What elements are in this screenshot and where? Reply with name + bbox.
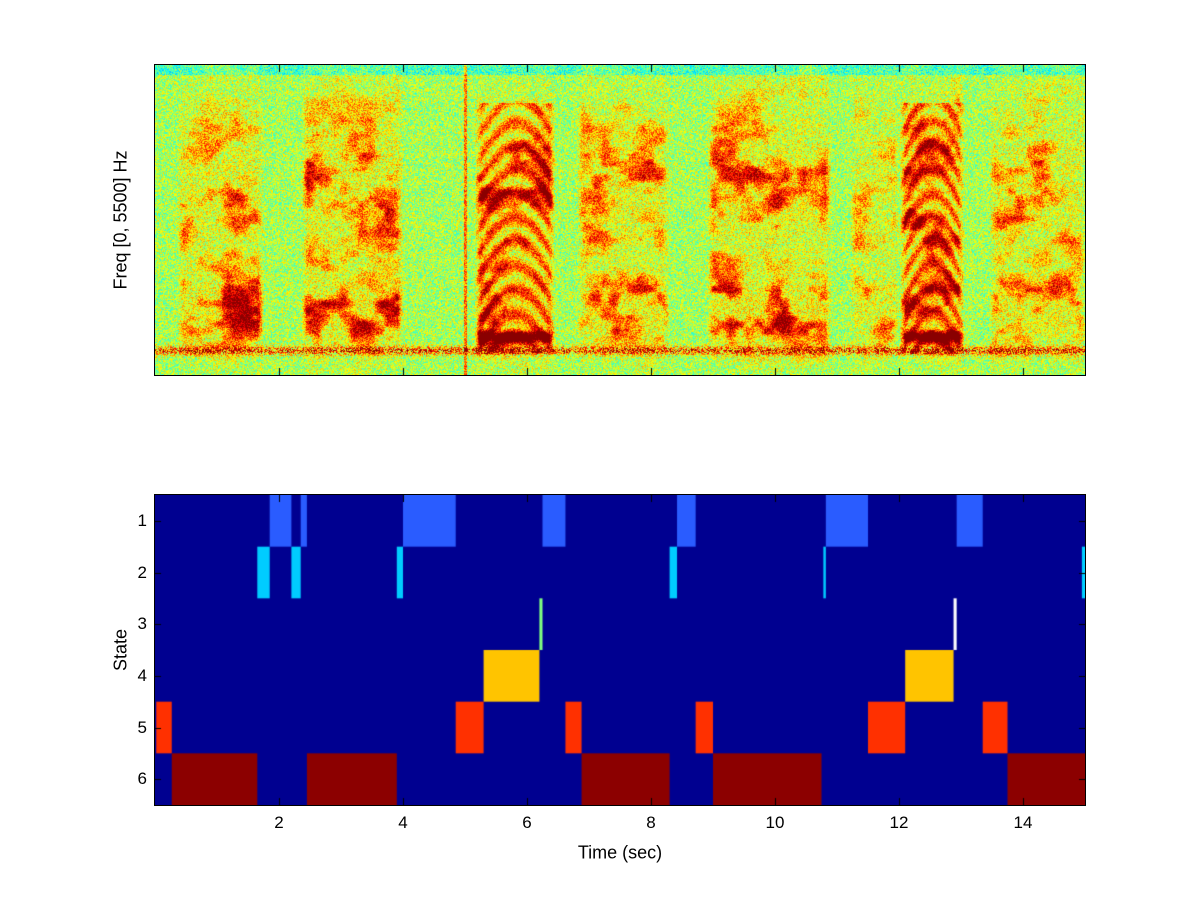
spectrogram-panel [154,64,1086,376]
y-tick-label: 1 [137,510,147,530]
state-ylabel: State [110,628,131,672]
state-heatmap-canvas [155,495,1085,805]
x-tick-label: 4 [398,813,408,832]
y-tick-label: 2 [137,562,147,582]
x-tick-label: 10 [765,813,785,832]
x-tick-label: 8 [646,813,656,832]
x-tick-label: 2 [274,813,284,832]
y-tick-label: 5 [137,717,147,737]
y-tick-label: 6 [137,769,147,789]
spectrogram-ylabel: Freq [0, 5500] Hz [110,150,131,290]
spectrogram-canvas [155,65,1085,375]
state-heatmap-panel [154,494,1086,806]
time-xlabel: Time (sec) [577,842,663,863]
x-tick-label: 14 [1013,813,1033,832]
y-tick-label: 3 [137,614,147,634]
y-tick-label: 4 [137,665,147,685]
x-tick-label: 12 [889,813,909,832]
x-tick-label: 6 [522,813,532,832]
